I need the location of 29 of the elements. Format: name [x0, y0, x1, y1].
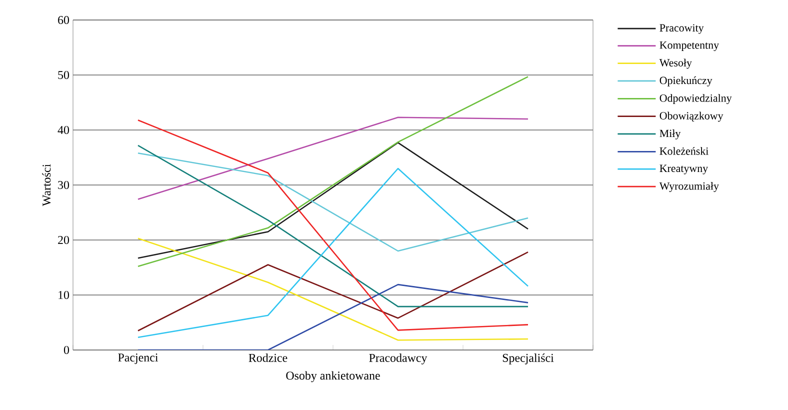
y-tick-label: 20: [58, 236, 70, 244]
line-series: [137, 116, 529, 200]
legend-label: Kreatywny: [660, 164, 708, 174]
y-tick-label: 40: [58, 126, 70, 134]
legend-label: Odpowiedzialny: [660, 94, 732, 104]
legend-label: Kompetentny: [660, 42, 719, 52]
y-tick-label: 60: [58, 16, 70, 24]
legend-label: Wesoły: [659, 58, 692, 69]
legend-label: Pracowity: [660, 24, 704, 34]
legend-label: Opiekuńczy: [660, 76, 712, 86]
x-tick-label: Pracodawcy: [369, 354, 428, 364]
y-tick-label: 0: [64, 346, 70, 354]
y-tick-label: 10: [58, 290, 70, 300]
y-tick-label: 30: [58, 180, 70, 190]
line-series: [137, 119, 529, 331]
legend-label: Wyrozumiały: [659, 182, 719, 192]
line-series: [137, 238, 529, 341]
legend-label: Obowiązkowy: [660, 112, 724, 122]
line-series: [137, 76, 529, 268]
legend-label: Koleżeński: [660, 147, 708, 155]
y-axis-title: Wartości: [42, 164, 51, 206]
x-tick-label: Rodzice: [248, 354, 288, 362]
y-tick-label: 50: [58, 70, 70, 80]
x-tick-label: Specjaliści: [502, 354, 554, 364]
line-series: [137, 168, 529, 338]
x-tick-label: Pacjenci: [118, 354, 158, 364]
legend-label: Miły: [660, 129, 681, 140]
line-series: [137, 251, 529, 332]
x-axis-title: Osoby ankietowane: [286, 371, 380, 382]
